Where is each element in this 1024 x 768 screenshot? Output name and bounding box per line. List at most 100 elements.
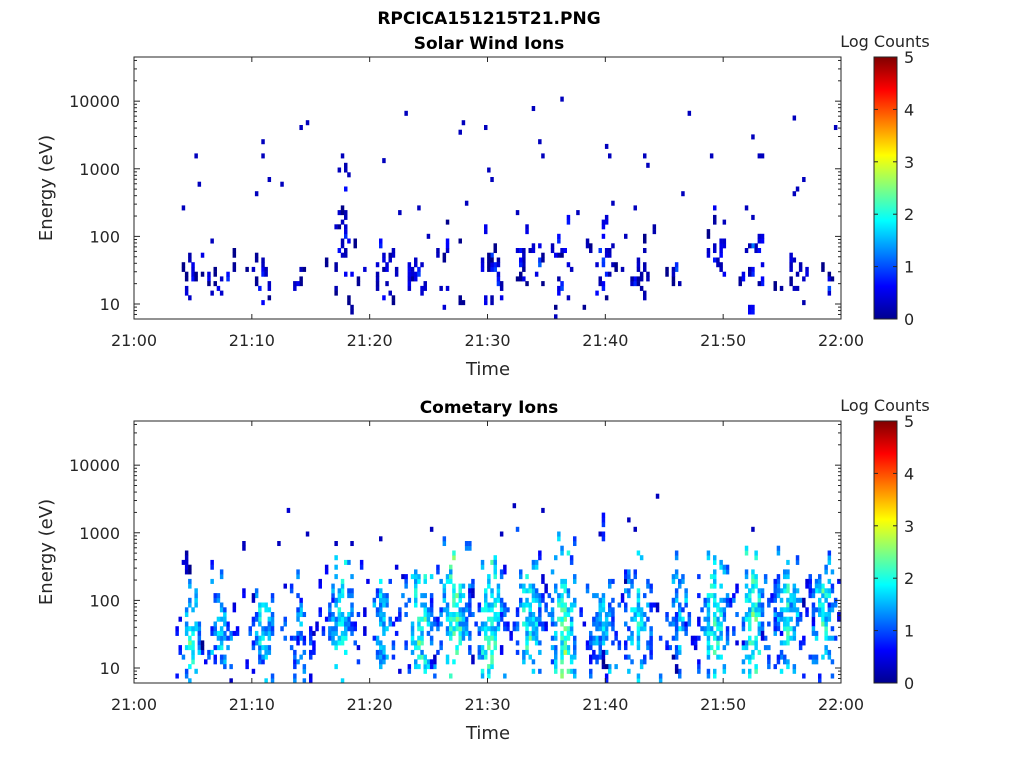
spectrogram-cell [795,616,800,622]
spectrogram-cell [522,621,526,627]
spectrogram-cell [426,612,431,618]
spectrogram-cell [480,621,485,627]
spectrogram-cell [627,626,631,632]
spectrogram-cell [719,583,723,589]
spectrogram-cell [748,271,752,277]
spectrogram-cell [191,654,195,660]
spectrogram-cell [671,281,676,287]
y-tick-label: 10 [100,659,120,678]
spectrogram-cell [821,602,825,608]
spectrogram-cell [299,621,303,627]
spectrogram-cell [340,219,345,225]
spectrogram-cell [423,612,427,618]
spectrogram-cell [490,262,494,268]
spectrogram-cell [560,645,564,651]
spectrogram-cell [725,597,730,603]
spectrogram-cell [522,248,526,254]
spectrogram-cell [744,569,749,575]
spectrogram-cell [827,649,832,655]
spectrogram-cell [589,248,593,254]
spectrogram-cell [188,645,192,651]
spectrogram-cell [261,266,265,272]
spectrogram-cell [347,172,351,178]
spectrogram-cell [624,640,628,646]
spectrogram-cell [296,659,300,665]
spectrogram-cell [382,616,386,622]
spectrogram-cell [296,281,300,287]
spectrogram-cell [716,257,720,263]
spectrogram-cell [382,659,386,665]
spectrogram-cell [219,645,224,651]
spectrogram-cell [674,645,679,651]
spectrogram-cell [751,588,755,594]
spectrogram-cell [658,673,663,679]
spectrogram-cell [477,602,482,608]
spectrogram-cell [496,276,501,282]
figure-title: RPCICA151215T21.PNG [377,9,600,29]
spectrogram-cell [706,616,711,622]
spectrogram-cell [270,621,275,627]
spectrogram-cell [534,626,539,632]
spectrogram-cell [665,612,669,618]
spectrogram-cell [496,626,501,632]
spectrogram-cell [433,616,437,622]
spectrogram-cell [821,612,825,618]
spectrogram-cell [375,640,380,646]
spectrogram-cell [347,238,351,244]
spectrogram-cell [375,276,380,282]
spectrogram-cell [184,559,189,565]
spectrogram-cell [671,276,676,282]
spectrogram-cell [213,597,217,603]
spectrogram-cell [538,262,542,268]
spectrogram-cell [184,555,189,561]
spectrogram-cell [232,266,237,272]
spectrogram-cell [811,616,816,622]
spectrogram-cell [624,602,628,608]
spectrogram-cell [461,612,466,618]
spectrogram-cell [716,626,720,632]
spectrogram-cell [261,602,265,608]
spectrogram-cell [394,616,399,622]
spectrogram-cell [725,602,730,608]
spectrogram-cell [429,602,434,608]
spectrogram-cell [181,262,186,268]
spectrogram-cell [382,252,386,258]
spectrogram-cell [426,630,431,636]
spectrogram-cell [391,640,396,646]
spectrogram-cell [824,593,828,599]
spectrogram-cell [601,281,606,287]
spectrogram-cell [617,640,622,646]
y-tick-label: 1000 [79,160,120,179]
spectrogram-cell [267,281,272,287]
spectrogram-cell [538,555,542,561]
spectrogram-cell [439,640,443,646]
spectrogram-cell [589,654,593,660]
spectrogram-cell [601,626,606,632]
spectrogram-cell [423,281,427,287]
spectrogram-cell [379,645,383,651]
colorbar-tick-label: 3 [904,517,914,536]
spectrogram-cell [821,588,825,594]
spectrogram-cell [337,248,342,254]
spectrogram-cell [258,602,262,608]
spectrogram-cell [175,630,179,636]
spectrogram-cell [439,621,443,627]
spectrogram-cell [827,616,832,622]
spectrogram-cell [258,645,262,651]
spectrogram-cell [219,602,224,608]
spectrogram-cell [334,266,338,272]
spectrogram-cell [328,616,332,622]
spectrogram-cell [458,635,462,641]
spectrogram-cell [417,626,421,632]
spectrogram-cell [519,583,523,589]
spectrogram-cell [213,630,217,636]
spectrogram-cell [184,290,189,296]
spectrogram-cell [219,635,224,641]
spectrogram-cell [350,309,354,315]
spectrogram-cell [385,654,389,660]
spectrogram-cell [525,621,529,627]
spectrogram-cell [757,602,762,608]
spectrogram-cell [375,607,380,613]
spectrogram-cell [340,635,345,641]
